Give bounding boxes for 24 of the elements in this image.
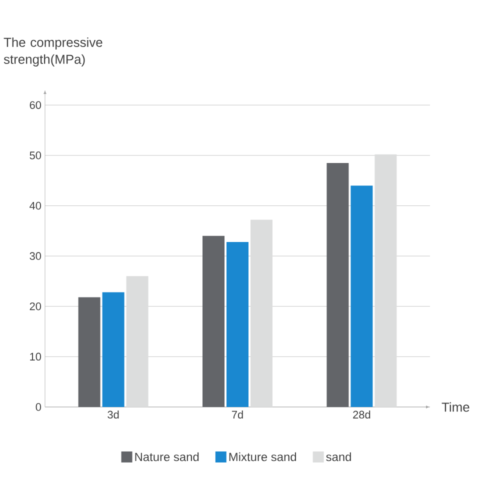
y-axis-title: The compressive strength(MPa) — [4, 37, 102, 66]
y-tick-label: 50 — [30, 152, 42, 160]
bar — [350, 186, 373, 407]
x-tick-label: 28d — [353, 410, 370, 419]
bar — [326, 162, 349, 407]
legend-label: Mixture sand — [229, 452, 296, 462]
x-tick-label: 3d — [108, 410, 119, 419]
y-tick-label: 10 — [30, 352, 42, 361]
y-tick-label: 20 — [30, 302, 42, 310]
x-tick-label: 7d — [232, 410, 243, 419]
bar — [250, 220, 272, 407]
y-tick-label: 0 — [36, 403, 42, 411]
bar — [78, 297, 100, 407]
legend-label: Nature sand — [135, 452, 199, 462]
x-axis-title: Time — [442, 402, 470, 412]
y-tick-label: 40 — [30, 202, 42, 210]
y-tick-label: 30 — [30, 252, 42, 260]
bar — [202, 236, 225, 407]
legend-label: sand — [326, 452, 351, 462]
bar — [226, 242, 249, 407]
bar — [374, 154, 397, 407]
y-tick-label: 60 — [30, 101, 42, 109]
bar — [126, 276, 148, 407]
bar — [102, 292, 124, 407]
